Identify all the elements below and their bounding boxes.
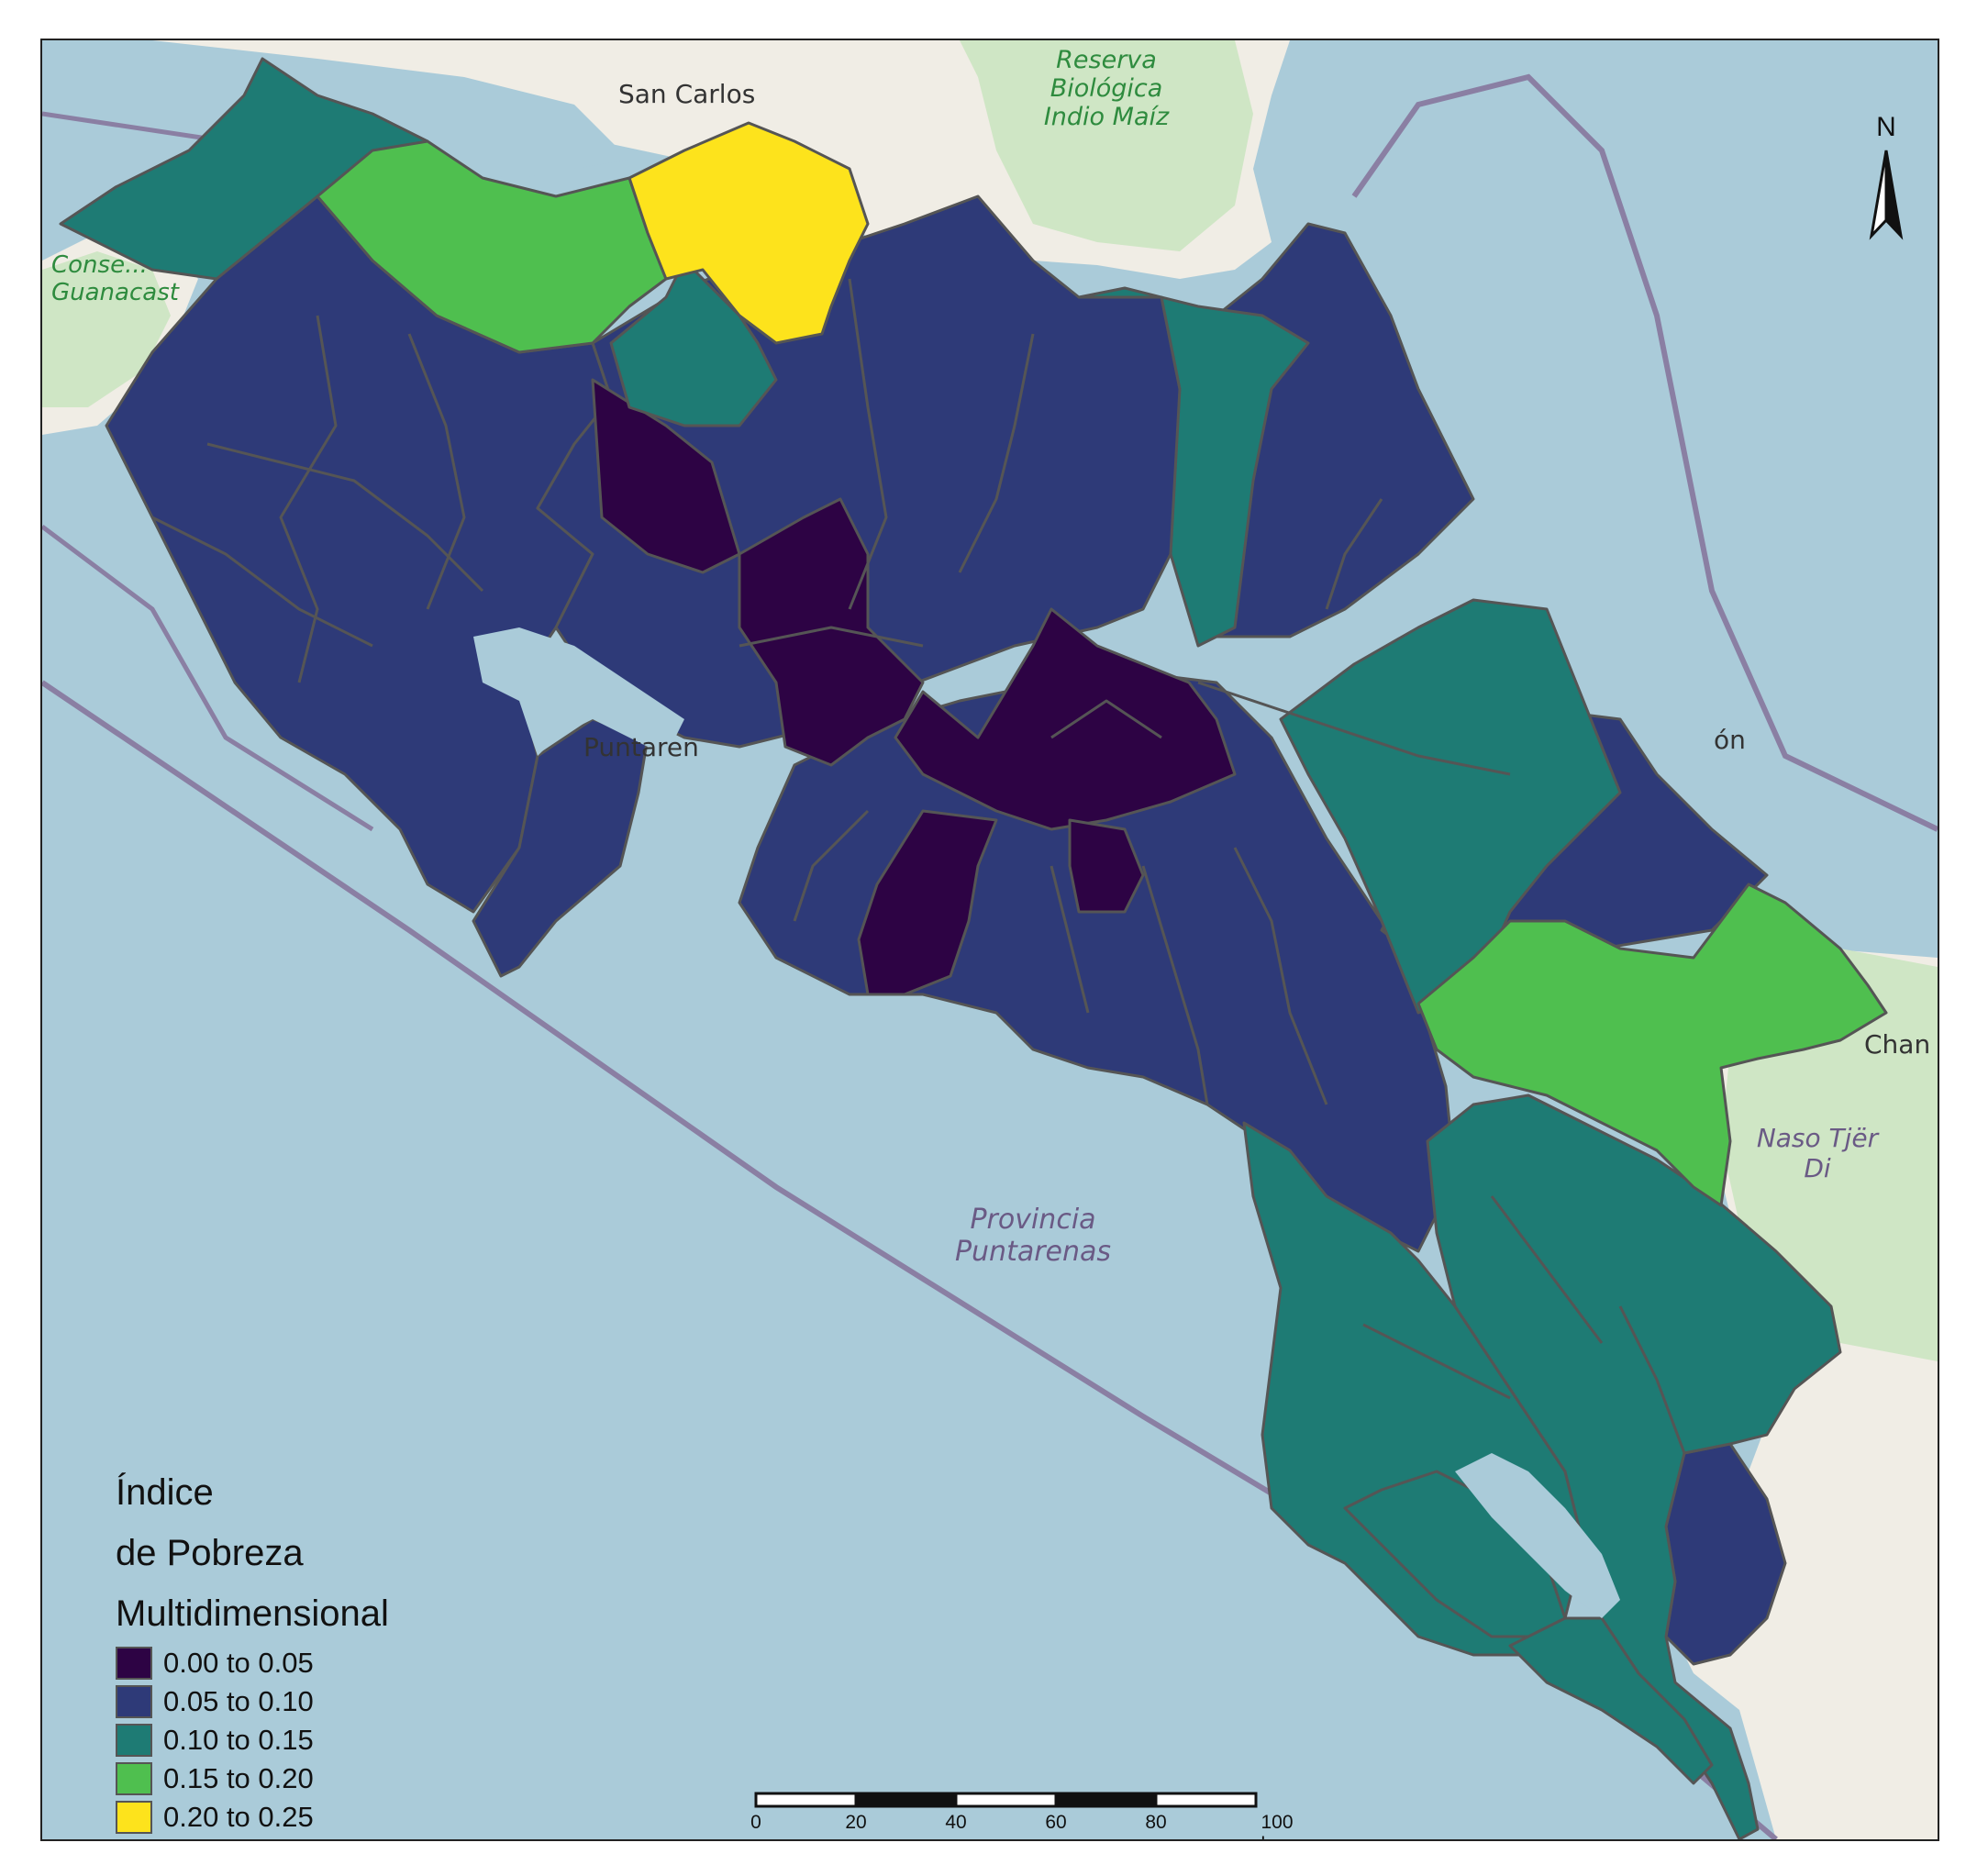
map-canvas	[42, 40, 1938, 1839]
region-caribbean-teal	[1279, 598, 1622, 1015]
legend: Índice de Pobreza Multidimensional 0.00 …	[116, 1462, 389, 1837]
scale-tick-label: 20	[845, 1812, 867, 1833]
maritime-boundary-w	[42, 525, 374, 832]
district-line-12	[1197, 681, 1511, 776]
legend-title-line-3: Multidimensional	[116, 1593, 389, 1634]
north-arrow-icon	[1869, 150, 1904, 240]
region-south-teal-east	[1426, 1093, 1842, 1839]
chan-label: Chan	[1864, 1029, 1931, 1060]
legend-row: 0.00 to 0.05	[116, 1644, 389, 1682]
legend-swatch	[116, 1685, 152, 1718]
legend-swatch	[116, 1647, 152, 1680]
district-line-9	[1141, 865, 1209, 1105]
region-north-teal-mid	[609, 259, 778, 427]
legend-label: 0.05 to 0.10	[163, 1685, 314, 1717]
choropleth-regions	[59, 57, 1888, 1839]
scale-bar-graphic	[754, 1792, 1258, 1808]
legend-label: 0.15 to 0.20	[163, 1762, 314, 1794]
district-line-16	[1325, 498, 1383, 610]
san-carlos-label: San Carlos	[618, 79, 756, 109]
maritime-boundary-ne	[1351, 73, 1938, 832]
reserve-north	[960, 40, 1253, 251]
district-line-6	[958, 333, 1035, 573]
legend-row: 0.15 to 0.20	[116, 1759, 389, 1798]
region-yellow-north	[628, 121, 870, 345]
district-line-15	[1618, 1305, 1686, 1454]
provincia-label: Provincia Puntarenas	[954, 1204, 1112, 1268]
district-line-3	[407, 333, 466, 610]
scale-tick-label: 60	[1045, 1812, 1067, 1833]
north-arrow: N	[1859, 112, 1914, 250]
puntarenas-label: Puntaren	[583, 732, 699, 762]
map-frame: San Carlos Reserva Biológica Indio Maíz …	[40, 39, 1939, 1841]
region-golfito	[1508, 1616, 1714, 1785]
gulf-of-nicoya	[473, 627, 684, 756]
reserva-label: Reserva Biológica Indio Maíz	[1043, 46, 1170, 131]
legend-title-line-2: de Pobreza	[116, 1533, 304, 1573]
legend-swatch	[116, 1801, 152, 1834]
region-valley-cartago	[1068, 818, 1145, 914]
legend-row: 0.10 to 0.15	[116, 1721, 389, 1759]
legend-swatch	[116, 1724, 152, 1757]
district-line-4	[151, 516, 373, 648]
legend-title-line-1: Índice	[116, 1472, 214, 1513]
district-line-10	[1050, 865, 1090, 1014]
limon-label: ón	[1714, 725, 1746, 755]
scale-tick-label: 100 km	[1261, 1812, 1294, 1839]
naso-label: Naso Tjër Di	[1756, 1123, 1879, 1183]
north-letter: N	[1876, 112, 1896, 142]
region-north-teal-west	[59, 57, 429, 281]
scale-tick-label: 40	[945, 1812, 967, 1833]
legend-label: 0.10 to 0.15	[163, 1724, 314, 1756]
district-line-17	[1050, 699, 1162, 739]
golfo-dulce	[1455, 1453, 1620, 1618]
district-line-2	[206, 442, 484, 593]
legend-row: 0.20 to 0.25	[116, 1798, 389, 1837]
region-valley-south	[857, 809, 998, 996]
legend-label: 0.00 to 0.05	[163, 1647, 314, 1679]
scale-tick-label: 80	[1145, 1812, 1167, 1833]
legend-label: 0.20 to 0.25	[163, 1801, 314, 1833]
scale-tick-label: 0	[750, 1812, 761, 1833]
district-line-7	[739, 626, 924, 648]
district-line-5	[848, 278, 888, 610]
region-valley-mid	[738, 497, 925, 767]
district-line-14	[1362, 1323, 1511, 1400]
region-north-teal-east	[1077, 286, 1310, 648]
district-line-13	[1490, 1195, 1604, 1344]
region-valley-west	[591, 378, 741, 574]
legend-title: Índice de Pobreza Multidimensional	[116, 1462, 389, 1644]
region-green-talamanca	[1416, 882, 1888, 1207]
guanacaste-label: Conse... Guanacast	[51, 251, 179, 306]
region-valley-central	[894, 607, 1237, 831]
legend-swatch	[116, 1762, 152, 1795]
reserve-west	[42, 251, 171, 407]
district-line-11	[1233, 847, 1328, 1105]
district-line-1	[279, 315, 338, 683]
district-line-8	[793, 809, 870, 922]
legend-row: 0.05 to 0.10	[116, 1682, 389, 1721]
